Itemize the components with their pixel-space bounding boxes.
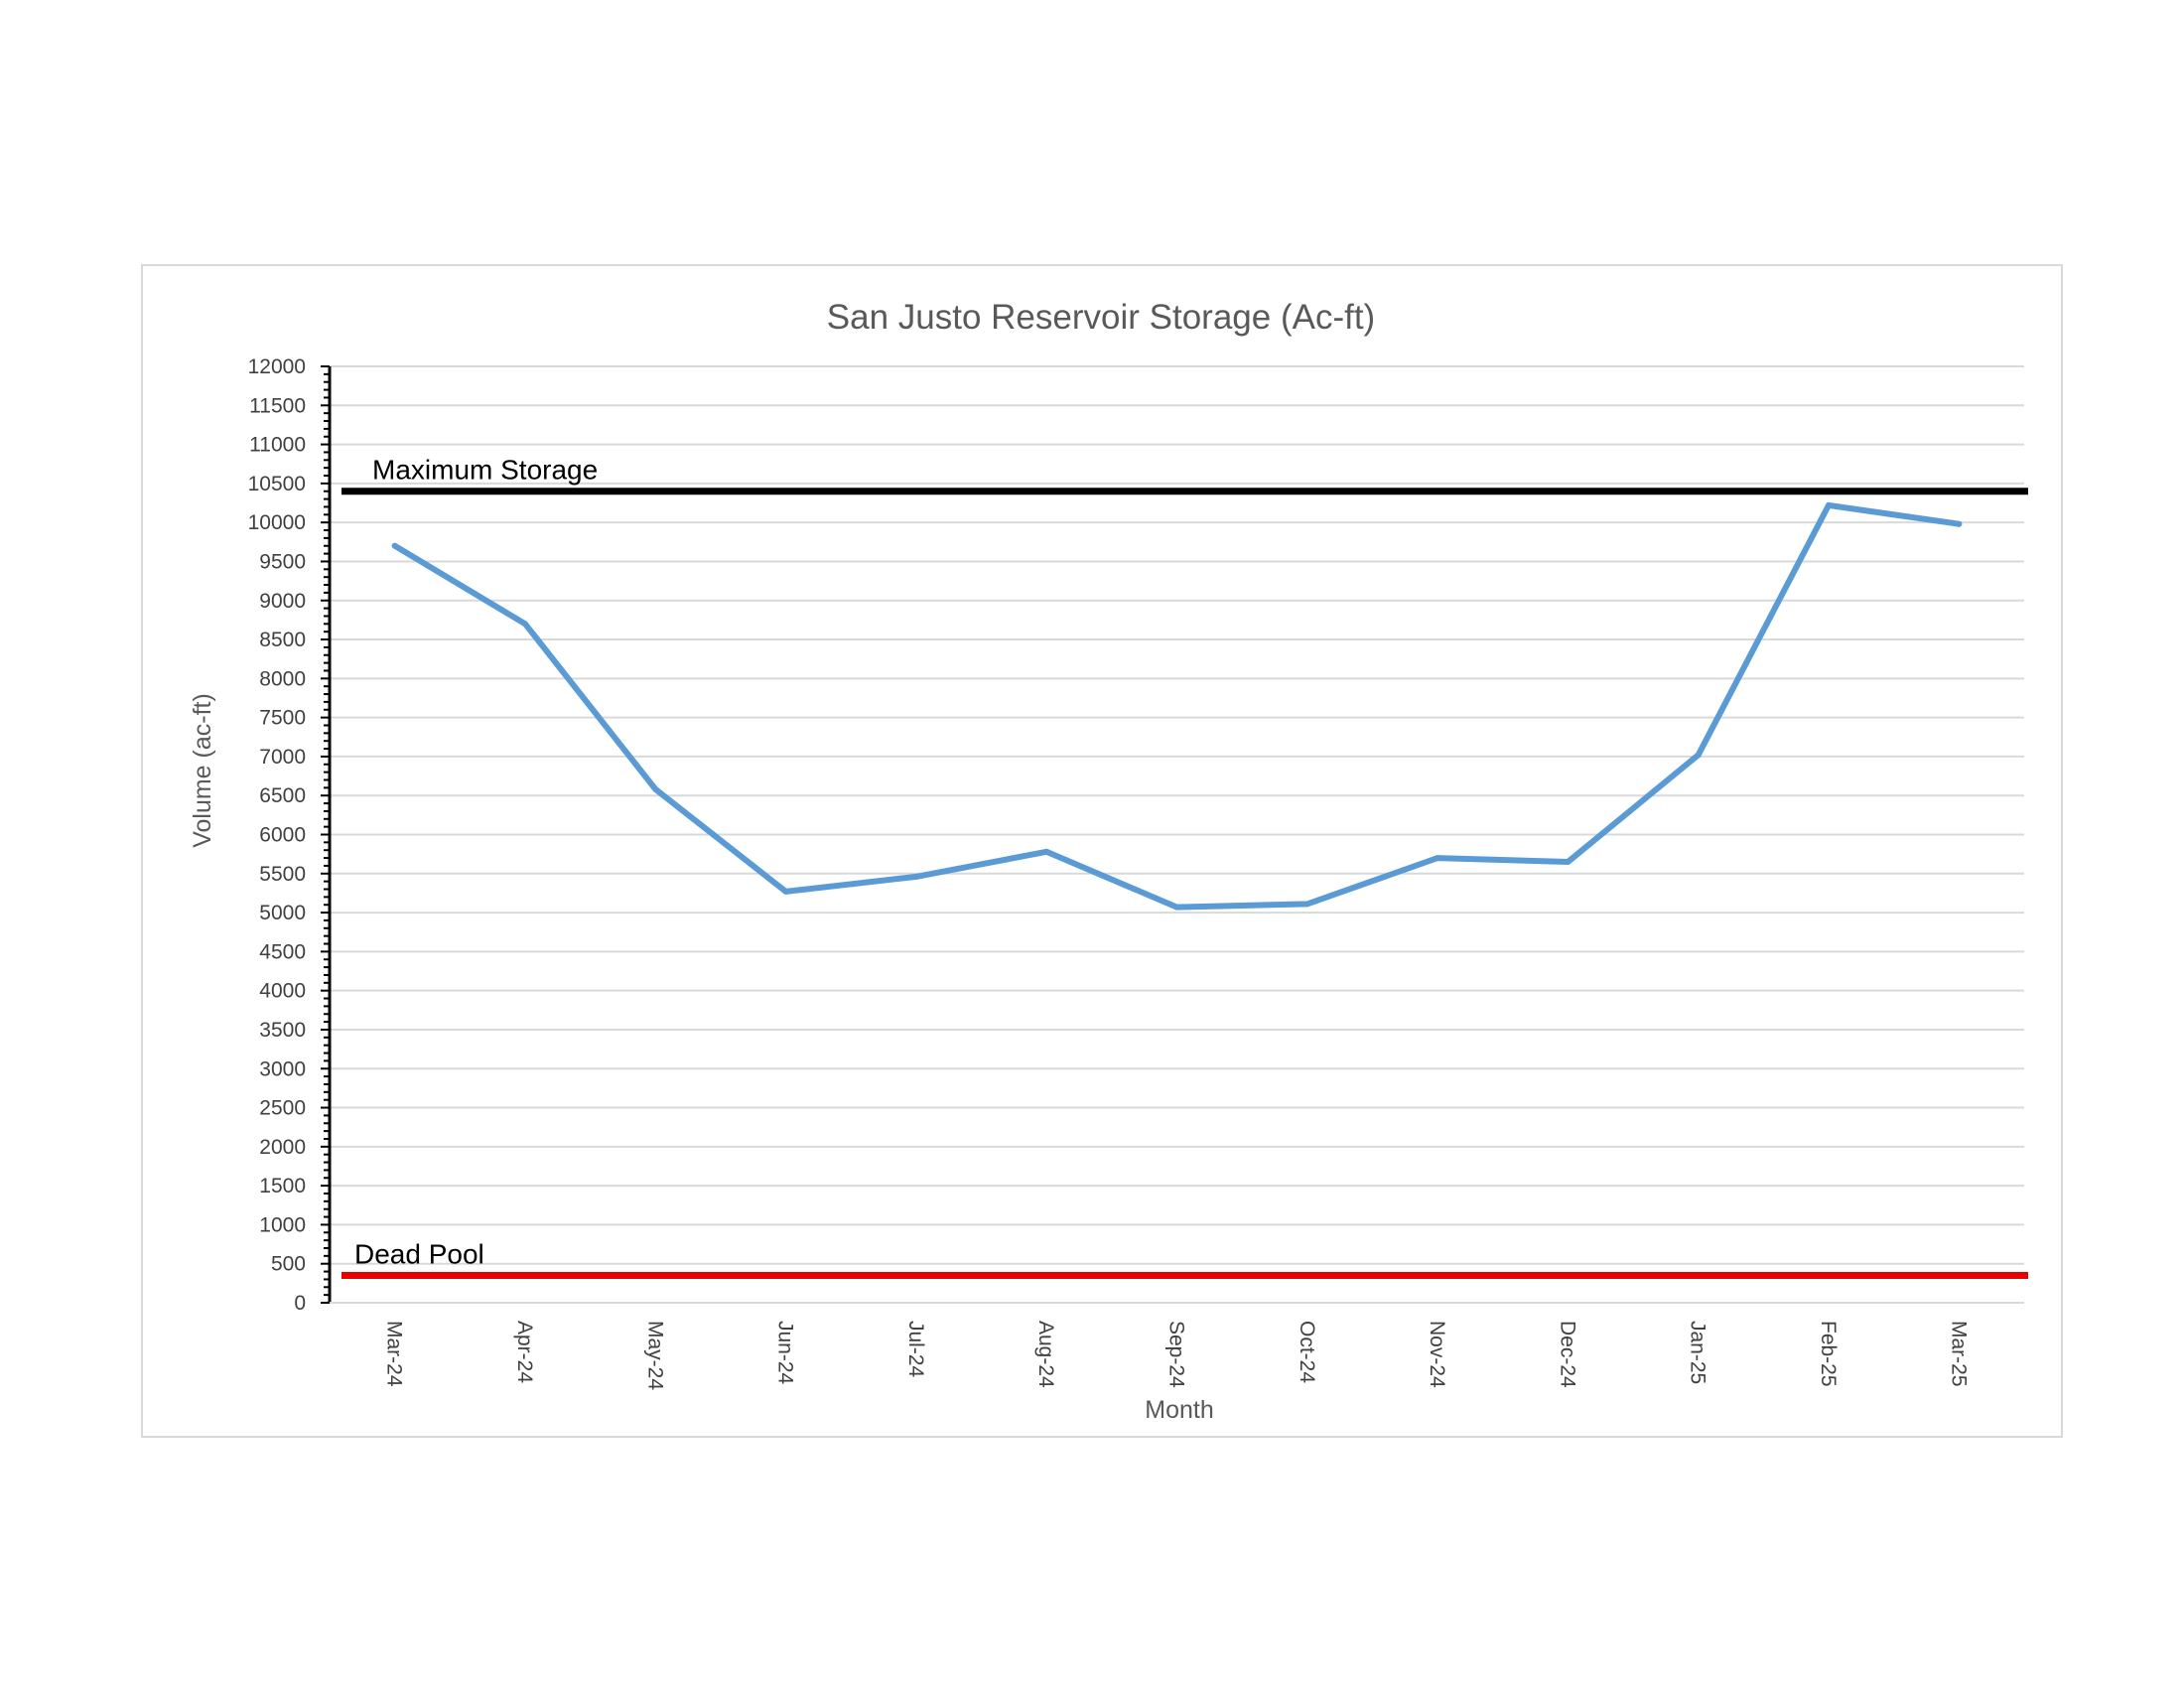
data-point <box>1956 520 1963 527</box>
y-tick-label: 7000 <box>259 746 306 769</box>
series-layer <box>391 501 1963 911</box>
y-tick-label: 7500 <box>259 707 306 730</box>
data-point <box>782 888 789 895</box>
data-point <box>912 873 919 880</box>
data-point <box>1173 904 1180 911</box>
y-tick-label: 11000 <box>249 434 306 457</box>
y-tick-label: 1000 <box>259 1213 306 1236</box>
x-tick-label: Aug-24 <box>1034 1321 1057 1388</box>
y-tick-label: 1500 <box>259 1175 306 1197</box>
y-tick-label: 10000 <box>248 511 306 534</box>
data-point <box>521 621 528 628</box>
data-point <box>1043 848 1050 855</box>
y-tick-label: 8500 <box>259 629 306 651</box>
axes <box>321 365 2024 1304</box>
y-tick-label: 6000 <box>259 824 306 847</box>
data-point <box>1303 901 1310 908</box>
data-point <box>1565 859 1571 866</box>
reference-line-label: Maximum Storage <box>372 455 598 486</box>
y-tick-label: 8000 <box>259 667 306 690</box>
reference-lines: Maximum Storage Dead Pool <box>341 455 2028 1279</box>
y-axis-title: Volume (ac-ft) <box>189 693 216 848</box>
x-tick-label: Jun-24 <box>774 1321 797 1385</box>
x-tick-label: Dec-24 <box>1556 1321 1578 1388</box>
x-axis-title: Month <box>1145 1396 1213 1424</box>
y-tick-label: 500 <box>271 1253 306 1276</box>
x-tick-labels: Mar-24 Apr-24 May-24 Jun-24 Jul-24 Aug-24 Sep-… <box>383 1321 1971 1390</box>
series-line <box>391 501 1963 911</box>
reference-line-label: Dead Pool <box>354 1238 484 1269</box>
y-tick-label: 5500 <box>259 863 306 886</box>
y-tick-label: 6500 <box>259 784 306 807</box>
y-tick-label: 12000 <box>248 355 306 378</box>
y-tick-label: 9000 <box>259 590 306 613</box>
data-point <box>1826 501 1833 508</box>
x-tick-label: Mar-24 <box>383 1321 406 1387</box>
x-tick-label: Feb-25 <box>1817 1321 1840 1387</box>
data-point <box>1695 752 1702 759</box>
y-tick-label: 5000 <box>259 902 306 924</box>
y-tick-label: 3500 <box>259 1019 306 1042</box>
data-point <box>652 785 659 792</box>
y-tick-label: 11500 <box>249 394 306 417</box>
gridlines <box>330 365 2024 1304</box>
x-tick-label: Oct-24 <box>1296 1321 1318 1383</box>
y-tick-label: 2000 <box>259 1136 306 1159</box>
x-tick-label: Apr-24 <box>513 1321 536 1383</box>
x-tick-label: May-24 <box>643 1321 666 1390</box>
chart-title: San Justo Reservoir Storage (Ac-ft) <box>827 298 1375 337</box>
x-tick-label: Mar-25 <box>1947 1321 1970 1387</box>
y-tick-label: 9500 <box>259 550 306 573</box>
data-point <box>1434 855 1441 862</box>
data-point <box>391 542 398 549</box>
chart-frame: San Justo Reservoir Storage (Ac-ft) Maxi… <box>141 264 2063 1438</box>
y-tick-label: 10500 <box>248 473 306 495</box>
y-tick-label: 2500 <box>259 1097 306 1120</box>
y-tick-label: 0 <box>294 1292 306 1315</box>
x-tick-label: Jan-25 <box>1687 1321 1709 1384</box>
line-chart: San Justo Reservoir Storage (Ac-ft) Maxi… <box>189 298 2028 1424</box>
x-tick-label: Nov-24 <box>1426 1321 1448 1388</box>
y-tick-label: 3000 <box>259 1057 306 1080</box>
y-tick-label: 4000 <box>259 980 306 1003</box>
x-tick-label: Sep-24 <box>1165 1321 1188 1388</box>
y-tick-labels: 0 500 1000 1500 2000 2500 3000 3500 4000 4500 5000… <box>248 355 306 1315</box>
y-tick-label: 4500 <box>259 940 306 963</box>
x-tick-label: Jul-24 <box>904 1321 927 1378</box>
